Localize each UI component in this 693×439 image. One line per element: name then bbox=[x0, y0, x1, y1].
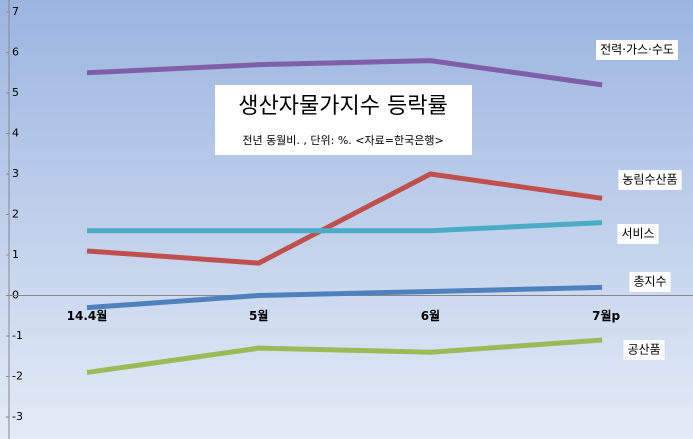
series-line bbox=[87, 220, 603, 234]
series-line bbox=[86, 337, 603, 375]
chart-title: 생산자물가지수 등락률 bbox=[238, 94, 447, 119]
series-label-box bbox=[629, 272, 671, 292]
series-label-box bbox=[618, 170, 682, 190]
series-label: 전력·가스·수도 bbox=[600, 43, 674, 57]
x-tick-label: 5월 bbox=[249, 308, 268, 323]
series-label: 총지수 bbox=[633, 275, 666, 289]
series-line bbox=[86, 58, 603, 88]
series-label-box bbox=[596, 40, 678, 60]
y-tick-label: -3 bbox=[12, 410, 23, 423]
y-tick-label: -2 bbox=[12, 370, 23, 383]
series-label: 공산품 bbox=[627, 343, 660, 357]
y-tick-label: 1 bbox=[12, 248, 19, 261]
title-box bbox=[215, 85, 472, 155]
chart-subtitle: 전년 동월비. , 단위: %. <자료=한국은행> bbox=[242, 134, 443, 147]
y-tick-label: -1 bbox=[12, 329, 23, 342]
series-label-box bbox=[623, 340, 665, 360]
x-tick-label: 7월p bbox=[592, 308, 620, 323]
y-tick-label: 7 bbox=[12, 5, 19, 18]
series-line bbox=[86, 171, 603, 266]
x-tick-label: 6월 bbox=[421, 308, 440, 323]
series-label: 서비스 bbox=[621, 227, 654, 241]
y-tick-label: 2 bbox=[12, 208, 19, 221]
series-label: 농림수산품 bbox=[622, 173, 677, 187]
x-tick-label: 14.4월 bbox=[67, 308, 108, 323]
y-tick-label: 4 bbox=[12, 127, 19, 140]
series-label-box bbox=[617, 224, 659, 244]
y-tick-label: 5 bbox=[12, 86, 19, 99]
y-tick-label: 6 bbox=[12, 46, 19, 59]
series-line bbox=[86, 284, 603, 311]
y-tick-label: 3 bbox=[12, 167, 19, 180]
